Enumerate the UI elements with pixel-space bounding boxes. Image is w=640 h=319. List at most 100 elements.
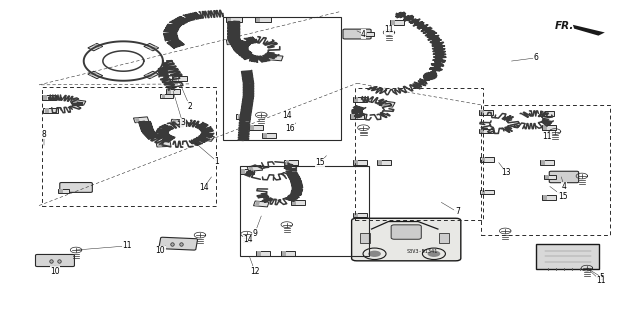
Bar: [88, 43, 103, 51]
Text: 8: 8: [42, 130, 47, 138]
Text: S3V3-B1341: S3V3-B1341: [406, 249, 438, 254]
FancyBboxPatch shape: [343, 29, 371, 39]
Bar: [379, 101, 395, 107]
Text: 11: 11: [596, 276, 605, 285]
Text: 4: 4: [361, 30, 366, 39]
Text: 5: 5: [600, 273, 605, 282]
Circle shape: [428, 251, 440, 257]
Bar: [43, 95, 47, 100]
Text: 14: 14: [282, 111, 292, 120]
Bar: [72, 100, 79, 104]
Bar: [480, 157, 494, 162]
Bar: [263, 133, 267, 138]
Bar: [144, 43, 159, 51]
Bar: [145, 74, 154, 78]
Bar: [44, 108, 58, 113]
Bar: [228, 40, 232, 45]
Bar: [543, 195, 547, 200]
Bar: [255, 17, 271, 22]
Bar: [42, 95, 56, 100]
Bar: [481, 157, 485, 162]
Bar: [58, 189, 69, 193]
Text: 11: 11: [384, 26, 394, 34]
Bar: [72, 100, 86, 105]
Bar: [350, 114, 364, 119]
Bar: [255, 251, 269, 256]
Bar: [354, 213, 358, 218]
Bar: [149, 46, 158, 50]
Text: 1: 1: [214, 157, 219, 166]
Bar: [378, 160, 382, 165]
Text: 13: 13: [502, 168, 511, 177]
Bar: [88, 71, 103, 79]
Bar: [171, 119, 186, 125]
Text: 14: 14: [199, 183, 209, 192]
Bar: [241, 169, 244, 174]
Text: 3: 3: [180, 118, 185, 128]
Polygon shape: [573, 25, 605, 36]
Bar: [269, 55, 275, 60]
FancyBboxPatch shape: [391, 225, 421, 239]
Bar: [134, 118, 140, 122]
Bar: [172, 119, 177, 124]
Text: 11: 11: [122, 241, 132, 250]
Text: 4: 4: [561, 182, 566, 191]
Bar: [240, 166, 369, 256]
Bar: [291, 200, 305, 205]
Bar: [166, 89, 180, 93]
Bar: [540, 160, 554, 165]
Bar: [172, 76, 188, 81]
Bar: [198, 135, 214, 141]
Bar: [355, 88, 483, 220]
FancyBboxPatch shape: [60, 182, 92, 192]
Bar: [353, 160, 367, 165]
Bar: [480, 189, 494, 194]
Bar: [540, 111, 554, 116]
Bar: [248, 166, 254, 171]
Bar: [262, 133, 276, 138]
Text: 10: 10: [50, 267, 60, 276]
Bar: [377, 160, 391, 165]
Bar: [351, 114, 355, 119]
Bar: [541, 160, 545, 165]
Bar: [353, 97, 367, 101]
Bar: [239, 169, 253, 174]
Bar: [541, 125, 556, 130]
Bar: [354, 160, 358, 165]
Bar: [253, 201, 269, 207]
Bar: [247, 166, 262, 171]
Text: FR.: FR.: [555, 21, 574, 31]
Bar: [255, 201, 260, 206]
Text: 16: 16: [285, 124, 295, 133]
Bar: [390, 20, 404, 26]
Bar: [480, 129, 484, 133]
Bar: [380, 101, 387, 106]
FancyBboxPatch shape: [549, 171, 579, 183]
Text: 15: 15: [558, 191, 568, 201]
Bar: [237, 114, 241, 119]
Bar: [161, 94, 173, 98]
Bar: [227, 39, 241, 45]
Bar: [281, 251, 295, 256]
Circle shape: [368, 251, 381, 257]
FancyBboxPatch shape: [351, 218, 461, 261]
Bar: [292, 200, 296, 205]
Bar: [199, 135, 206, 140]
Bar: [227, 17, 231, 22]
Bar: [481, 189, 485, 194]
Text: 2: 2: [188, 102, 192, 111]
FancyBboxPatch shape: [536, 244, 599, 269]
Text: 7: 7: [455, 207, 460, 216]
Bar: [481, 105, 610, 235]
FancyBboxPatch shape: [159, 237, 198, 250]
Text: 12: 12: [250, 267, 260, 276]
Bar: [282, 251, 286, 256]
Bar: [168, 89, 172, 93]
Bar: [45, 108, 49, 113]
Bar: [226, 17, 242, 22]
Bar: [133, 117, 149, 123]
Bar: [363, 32, 367, 36]
Text: 14: 14: [244, 235, 253, 244]
Bar: [42, 87, 216, 205]
Bar: [354, 97, 358, 101]
